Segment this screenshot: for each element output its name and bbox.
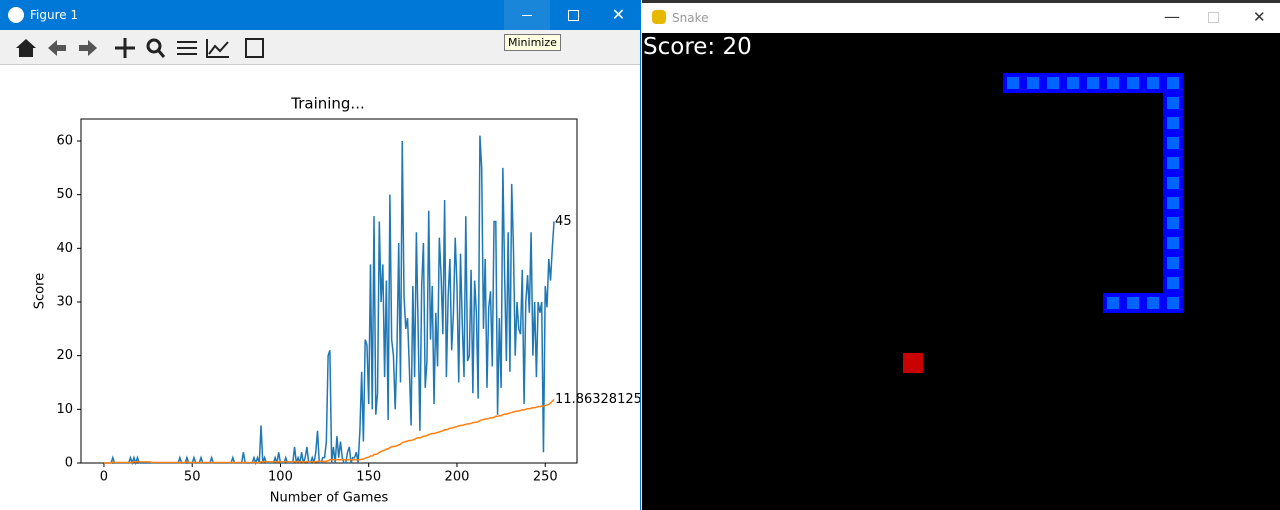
snake-segment-inner bbox=[1167, 177, 1179, 189]
series-line bbox=[103, 398, 555, 464]
x-tick-label: 0 bbox=[100, 470, 108, 485]
chart: Number of Games Score 0 50 100 150 200 250 0 10… bbox=[33, 95, 641, 506]
pan-button[interactable] bbox=[115, 38, 135, 58]
x-tick-label: 100 bbox=[268, 470, 293, 485]
tooltip: Minimize bbox=[504, 34, 561, 51]
home-button[interactable] bbox=[16, 39, 36, 57]
score-label: Score: 20 bbox=[643, 34, 752, 60]
food bbox=[903, 353, 923, 373]
snake-segment-inner bbox=[1127, 77, 1139, 89]
back-button[interactable] bbox=[48, 40, 66, 56]
save-button[interactable] bbox=[245, 38, 264, 58]
snake-segment-inner bbox=[1167, 77, 1179, 89]
snake-segment-inner bbox=[1167, 277, 1179, 289]
y-tick-label: 0 bbox=[65, 456, 73, 471]
toolbar-icons bbox=[16, 38, 264, 58]
zoom-handle bbox=[156, 49, 166, 58]
subplots-button[interactable] bbox=[177, 41, 197, 55]
figure-window: Figure 1 ✕ Minimize Number of Games Scor… bbox=[0, 0, 641, 510]
maximize-button[interactable] bbox=[550, 0, 596, 30]
snake-segment-inner bbox=[1167, 237, 1179, 249]
y-tick-label: 50 bbox=[56, 187, 73, 202]
toolbar: Minimize bbox=[0, 30, 640, 65]
snake-segment-inner bbox=[1167, 157, 1179, 169]
snake-segment-inner bbox=[1107, 297, 1119, 309]
snake-segment-inner bbox=[1167, 257, 1179, 269]
snake-segment-inner bbox=[1147, 297, 1159, 309]
snake-segment-inner bbox=[1067, 77, 1079, 89]
snake-segment-inner bbox=[1047, 77, 1059, 89]
x-tick-label: 250 bbox=[533, 470, 558, 485]
snake-segment-inner bbox=[1167, 117, 1179, 129]
snake-window: Snake — ✕ Score: 20 bbox=[642, 0, 1280, 510]
minimize-button[interactable]: — bbox=[1164, 7, 1180, 26]
series-line bbox=[103, 135, 555, 466]
snake-segment-inner bbox=[1167, 297, 1179, 309]
close-button[interactable]: ✕ bbox=[611, 5, 626, 24]
end-value-label: 11.86328125 bbox=[555, 392, 640, 407]
maximize-button[interactable] bbox=[1208, 12, 1219, 23]
y-tick-label: 60 bbox=[56, 134, 73, 149]
snake bbox=[1003, 73, 1183, 313]
snake-segment-inner bbox=[1167, 197, 1179, 209]
y-tick-label: 30 bbox=[56, 295, 73, 310]
forward-button[interactable] bbox=[79, 40, 97, 56]
snake-segment-inner bbox=[1107, 77, 1119, 89]
snake-segment-inner bbox=[1167, 217, 1179, 229]
end-value-label: 45 bbox=[555, 214, 572, 229]
zoom-button[interactable] bbox=[146, 38, 162, 54]
customize-button[interactable] bbox=[206, 39, 229, 58]
chart-title: Training... bbox=[290, 95, 365, 113]
snake-segment-inner bbox=[1027, 77, 1039, 89]
snake-segment-inner bbox=[1127, 297, 1139, 309]
y-tick-label: 20 bbox=[56, 348, 73, 363]
window-title: Snake bbox=[672, 11, 709, 25]
title-bar: Figure 1 ✕ bbox=[0, 0, 640, 30]
x-axis-label: Number of Games bbox=[270, 491, 389, 506]
x-tick-label: 200 bbox=[445, 470, 470, 485]
snake-segment-inner bbox=[1007, 77, 1019, 89]
window-title: Figure 1 bbox=[30, 8, 79, 22]
snake-segment-inner bbox=[1167, 137, 1179, 149]
close-button[interactable]: ✕ bbox=[1253, 8, 1266, 26]
minimize-button[interactable] bbox=[504, 0, 550, 30]
plot-frame bbox=[80, 118, 578, 464]
app-icon bbox=[8, 7, 24, 23]
game-board bbox=[642, 33, 1280, 510]
snake-segment-inner bbox=[1167, 97, 1179, 109]
x-tick-label: 150 bbox=[356, 470, 381, 485]
y-axis-label: Score bbox=[33, 273, 48, 309]
snake-segment-inner bbox=[1147, 77, 1159, 89]
y-tick-label: 10 bbox=[56, 402, 73, 417]
x-tick-label: 50 bbox=[184, 470, 201, 485]
snake-segment-inner bbox=[1087, 77, 1099, 89]
y-tick-label: 40 bbox=[56, 241, 73, 256]
title-bar: Snake — ✕ bbox=[642, 0, 1280, 33]
app-icon bbox=[652, 10, 666, 24]
